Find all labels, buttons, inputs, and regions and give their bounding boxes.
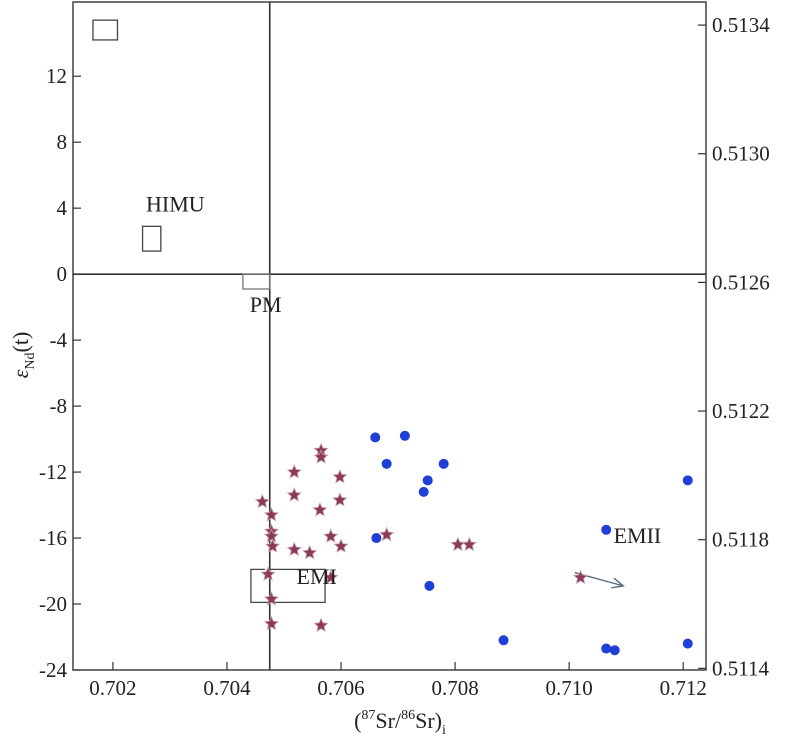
x-tick-label: 0.712: [660, 676, 707, 700]
circle-point: [609, 645, 620, 656]
x-axis-ticks: 0.702 0.704 0.706 0.708 0.710 0.712: [89, 662, 707, 700]
circle-point: [682, 638, 693, 649]
arrow-label: EMII: [614, 523, 662, 548]
region-box: [92, 19, 119, 41]
y-tick-label: 8: [57, 130, 68, 154]
star-point: [332, 492, 348, 507]
star-point: [263, 591, 280, 606]
y-tick-label: 4: [57, 196, 68, 220]
right-tick-label: 0.5114: [712, 656, 769, 680]
right-tick-label: 0.5134: [712, 13, 770, 37]
region-label: PM: [250, 292, 282, 317]
circle-point: [370, 432, 381, 443]
star-point: [260, 566, 276, 581]
star-point: [263, 506, 280, 522]
y-axis-ticks: 12 8 4 0 -4 -8 -12 -16 -20 -24: [39, 64, 81, 682]
mantle-regions: [92, 19, 326, 604]
x-tick-label: 0.702: [89, 676, 136, 700]
region-label: EMI: [297, 564, 337, 589]
star-point: [254, 493, 270, 509]
circle-point: [399, 430, 410, 441]
y-tick-label: -24: [39, 658, 67, 682]
circle-point: [682, 475, 693, 486]
circle-series: [370, 430, 693, 656]
star-point: [332, 468, 348, 484]
region-label: HIMU: [146, 191, 205, 216]
star-point: [572, 569, 589, 585]
star-point: [313, 449, 329, 464]
star-point: [323, 528, 339, 543]
star-point: [263, 615, 280, 631]
x-tick-label: 0.708: [431, 676, 478, 700]
y-axis-title: εNd(t): [8, 332, 38, 379]
circle-point: [371, 533, 382, 544]
x-tick-label: 0.706: [317, 676, 364, 700]
y-tick-label: -20: [39, 592, 67, 616]
region-box: [242, 273, 271, 290]
star-point: [286, 464, 302, 479]
circle-point: [418, 486, 429, 497]
star-point: [333, 538, 349, 553]
star-point: [379, 526, 395, 542]
circle-point: [601, 524, 612, 535]
right-tick-label: 0.5118: [712, 528, 769, 552]
right-axis-ticks: 0.5134 0.5130 0.5126 0.5122 0.5118 0.5114: [698, 13, 770, 680]
reference-lines: [73, 2, 706, 670]
y-tick-label: -12: [39, 460, 67, 484]
plot-frame: [72, 1, 707, 671]
right-tick-label: 0.5126: [712, 270, 770, 294]
star-point: [313, 617, 329, 632]
y-tick-label: 12: [46, 64, 67, 88]
emii-arrow-head: [611, 577, 625, 589]
star-point: [264, 538, 281, 553]
y-tick-label: -4: [50, 328, 68, 352]
x-axis-title: (87Sr/86Sr)i: [354, 708, 446, 738]
star-point: [286, 541, 302, 557]
star-point: [312, 501, 328, 517]
star-point: [450, 536, 466, 552]
region-labels: HIMU PM EMI EMII: [146, 191, 661, 589]
circle-point: [424, 580, 435, 591]
star-point: [461, 536, 477, 552]
right-tick-label: 0.5122: [712, 399, 770, 423]
x-tick-label: 0.710: [546, 676, 593, 700]
circle-point: [498, 635, 509, 646]
y-tick-label: 0: [57, 262, 68, 286]
y-tick-label: -16: [39, 526, 67, 550]
circle-point: [422, 475, 433, 486]
x-tick-label: 0.704: [203, 676, 251, 700]
circle-point: [381, 458, 392, 469]
star-point: [263, 528, 280, 543]
y-tick-label: -8: [50, 394, 68, 418]
circle-point: [601, 643, 612, 654]
star-point: [302, 544, 318, 560]
region-box: [141, 225, 162, 252]
star-point: [323, 569, 339, 585]
right-tick-label: 0.5130: [712, 142, 770, 166]
star-point: [286, 487, 302, 502]
star-series: [254, 442, 589, 632]
region-box: [250, 568, 326, 604]
circle-point: [438, 458, 449, 469]
